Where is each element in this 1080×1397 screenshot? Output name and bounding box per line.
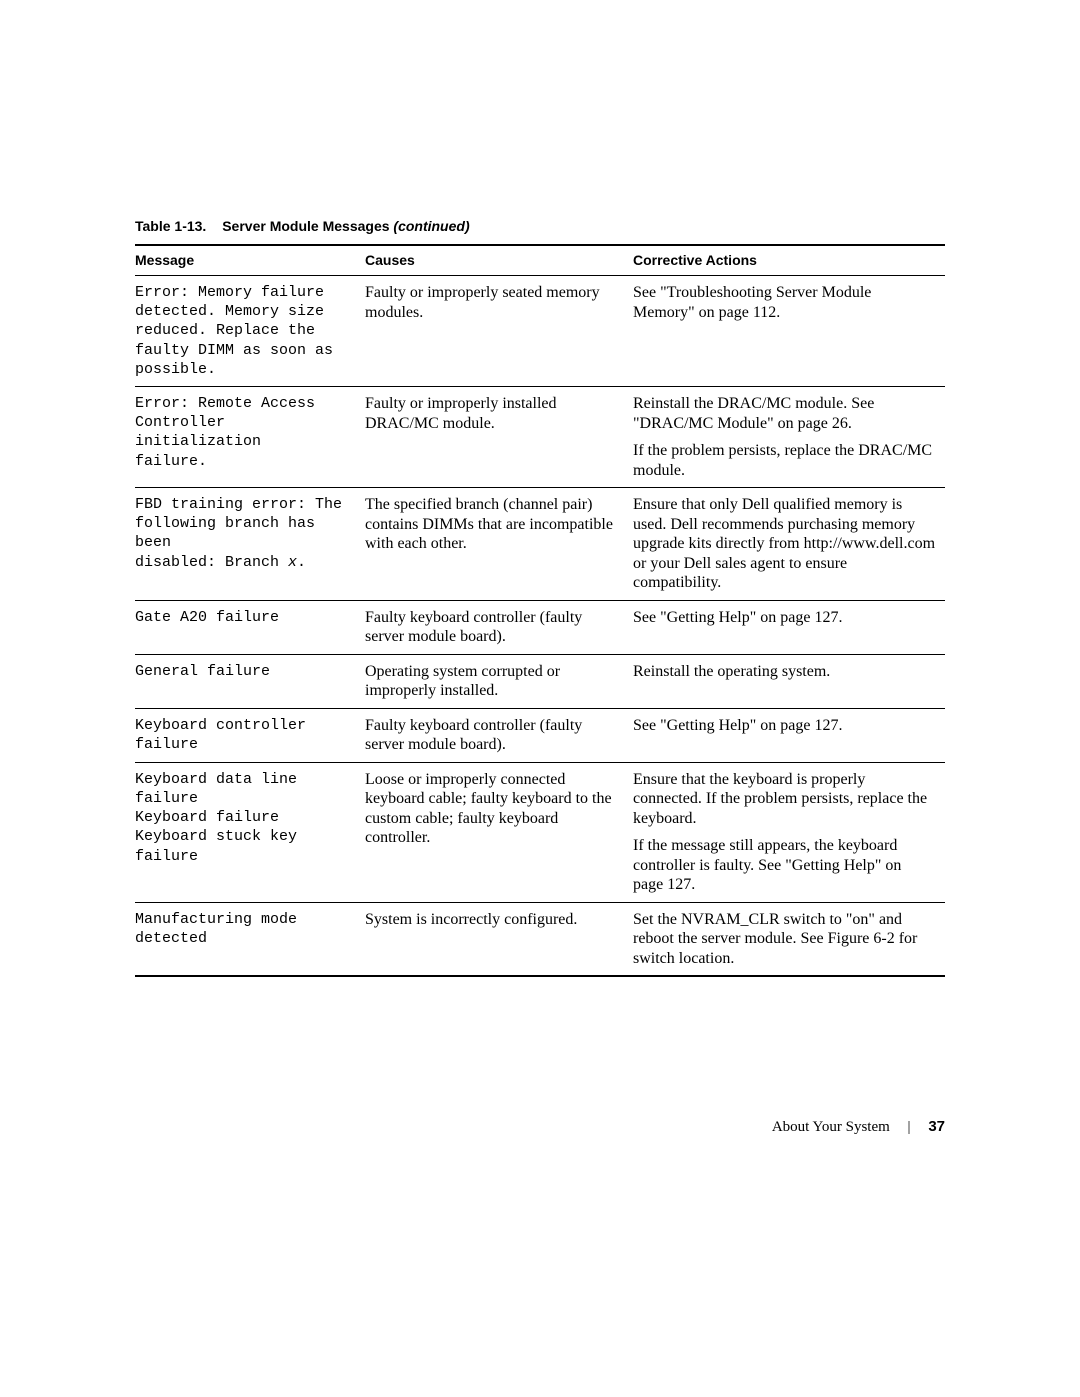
corrective-paragraph: See "Getting Help" on page 127. bbox=[633, 716, 935, 736]
message-variable: x bbox=[288, 554, 297, 571]
messages-table: Message Causes Corrective Actions Error:… bbox=[135, 244, 945, 977]
corrective-cell: Ensure that the keyboard is properly con… bbox=[633, 762, 945, 902]
cause-cell: Operating system corrupted or improperly… bbox=[365, 654, 633, 708]
table-row: FBD training error: The following branch… bbox=[135, 488, 945, 601]
corrective-paragraph: Reinstall the operating system. bbox=[633, 662, 935, 682]
message-cell: FBD training error: The following branch… bbox=[135, 488, 365, 601]
table-row: Keyboard data line failure Keyboard fail… bbox=[135, 762, 945, 902]
footer-separator: | bbox=[908, 1119, 911, 1135]
corrective-paragraph: If the problem persists, replace the DRA… bbox=[633, 441, 935, 480]
corrective-paragraph: If the message still appears, the keyboa… bbox=[633, 836, 935, 895]
table-row: Manufacturing mode detectedSystem is inc… bbox=[135, 902, 945, 976]
corrective-cell: See "Getting Help" on page 127. bbox=[633, 600, 945, 654]
message-cell: Error: Remote Access Controller initiali… bbox=[135, 387, 365, 488]
table-row: General failureOperating system corrupte… bbox=[135, 654, 945, 708]
table-title-text: Server Module Messages bbox=[222, 218, 393, 234]
header-message: Message bbox=[135, 245, 365, 276]
table-row: Error: Memory failure detected. Memory s… bbox=[135, 276, 945, 387]
corrective-paragraph: Ensure that the keyboard is properly con… bbox=[633, 770, 935, 829]
corrective-paragraph: Reinstall the DRAC/MC module. See "DRAC/… bbox=[633, 394, 935, 433]
corrective-cell: Reinstall the operating system. bbox=[633, 654, 945, 708]
table-title: Server Module Messages (continued) bbox=[222, 218, 469, 234]
corrective-paragraph: Ensure that only Dell qualified memory i… bbox=[633, 495, 935, 593]
cause-cell: Faulty or improperly installed DRAC/MC m… bbox=[365, 387, 633, 488]
cause-cell: The specified branch (channel pair) cont… bbox=[365, 488, 633, 601]
cause-cell: Faulty keyboard controller (faulty serve… bbox=[365, 708, 633, 762]
header-corrective: Corrective Actions bbox=[633, 245, 945, 276]
table-row: Keyboard controller failureFaulty keyboa… bbox=[135, 708, 945, 762]
corrective-cell: See "Troubleshooting Server Module Memor… bbox=[633, 276, 945, 387]
footer-section: About Your System bbox=[772, 1119, 890, 1135]
header-causes: Causes bbox=[365, 245, 633, 276]
corrective-paragraph: See "Troubleshooting Server Module Memor… bbox=[633, 283, 935, 322]
table-label: Table 1-13. bbox=[135, 218, 206, 234]
page-footer: About Your System | 37 bbox=[772, 1118, 945, 1136]
page-content: Table 1-13. Server Module Messages (cont… bbox=[135, 218, 945, 977]
corrective-cell: Reinstall the DRAC/MC module. See "DRAC/… bbox=[633, 387, 945, 488]
corrective-cell: Ensure that only Dell qualified memory i… bbox=[633, 488, 945, 601]
table-header-row: Message Causes Corrective Actions bbox=[135, 245, 945, 276]
corrective-cell: Set the NVRAM_CLR switch to "on" and reb… bbox=[633, 902, 945, 976]
message-cell: Keyboard controller failure bbox=[135, 708, 365, 762]
corrective-paragraph: See "Getting Help" on page 127. bbox=[633, 608, 935, 628]
cause-cell: Faulty or improperly seated memory modul… bbox=[365, 276, 633, 387]
message-cell: Error: Memory failure detected. Memory s… bbox=[135, 276, 365, 387]
table-row: Error: Remote Access Controller initiali… bbox=[135, 387, 945, 488]
table-continued: (continued) bbox=[393, 218, 469, 234]
footer-page-number: 37 bbox=[928, 1118, 945, 1135]
message-cell: Gate A20 failure bbox=[135, 600, 365, 654]
cause-cell: Faulty keyboard controller (faulty serve… bbox=[365, 600, 633, 654]
table-row: Gate A20 failureFaulty keyboard controll… bbox=[135, 600, 945, 654]
corrective-paragraph: Set the NVRAM_CLR switch to "on" and reb… bbox=[633, 910, 935, 969]
message-cell: General failure bbox=[135, 654, 365, 708]
corrective-cell: See "Getting Help" on page 127. bbox=[633, 708, 945, 762]
table-body: Error: Memory failure detected. Memory s… bbox=[135, 276, 945, 977]
table-caption: Table 1-13. Server Module Messages (cont… bbox=[135, 218, 945, 234]
message-cell: Manufacturing mode detected bbox=[135, 902, 365, 976]
message-cell: Keyboard data line failure Keyboard fail… bbox=[135, 762, 365, 902]
cause-cell: Loose or improperly connected keyboard c… bbox=[365, 762, 633, 902]
cause-cell: System is incorrectly configured. bbox=[365, 902, 633, 976]
